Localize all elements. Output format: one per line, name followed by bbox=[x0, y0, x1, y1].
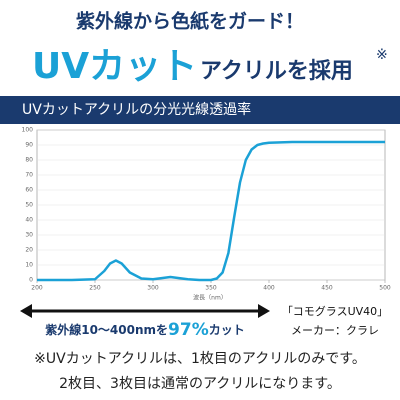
header-title: 紫外線から色紙をガード！ bbox=[76, 10, 304, 33]
headline-mark: ※ bbox=[376, 47, 388, 63]
headline-main: UVカット bbox=[32, 46, 197, 87]
y-tick-label: 70 bbox=[25, 172, 33, 179]
y-tick-label: 60 bbox=[25, 187, 33, 194]
x-tick-label: 500 bbox=[379, 285, 391, 292]
product-name: 「コモグラスUV40」 bbox=[282, 304, 388, 318]
y-tick-label: 90 bbox=[25, 142, 33, 149]
x-tick-label: 350 bbox=[205, 285, 217, 292]
y-tick-label: 50 bbox=[25, 202, 33, 209]
y-tick-label: 40 bbox=[25, 217, 33, 224]
chart-title: UVカットアクリルの分光光線透過率 bbox=[22, 101, 251, 118]
x-axis-label: 波長（nm） bbox=[193, 294, 227, 302]
y-tick-label: 0 bbox=[29, 277, 33, 284]
plot: 0 10 20 30 40 50 60 70 80 90 100 200 250 300 350 400 450… bbox=[22, 127, 391, 292]
caption: 紫外線10〜400nmを97%カット bbox=[45, 320, 245, 340]
product-maker: メーカー：クラレ bbox=[291, 324, 379, 337]
x-tick-label: 250 bbox=[89, 285, 101, 292]
caption-highlight: 97% bbox=[168, 320, 209, 340]
y-tick-label: 80 bbox=[25, 157, 33, 164]
y-tick-label: 100 bbox=[22, 127, 34, 134]
caption-after: カット bbox=[209, 323, 245, 337]
headline-sub: アクリルを採用 bbox=[200, 59, 353, 84]
x-tick-label: 450 bbox=[321, 285, 333, 292]
chart-title-band bbox=[0, 96, 400, 124]
y-tick-label: 20 bbox=[25, 247, 33, 254]
note: 2枚目、3枚目は通常のアクリルになります。 bbox=[59, 376, 341, 392]
range-arrow bbox=[20, 304, 270, 318]
y-tick-label: 10 bbox=[25, 262, 33, 269]
series-line bbox=[37, 140, 385, 282]
x-tick-label: 300 bbox=[147, 285, 159, 292]
note: ※UVカットアクリルは、1枚目のアクリルのみです。 bbox=[34, 351, 366, 367]
y-tick-label: 30 bbox=[25, 232, 33, 239]
caption-before: 紫外線10〜400nmを bbox=[45, 322, 168, 337]
x-tick-label: 400 bbox=[263, 285, 275, 292]
x-tick-label: 200 bbox=[31, 285, 43, 292]
